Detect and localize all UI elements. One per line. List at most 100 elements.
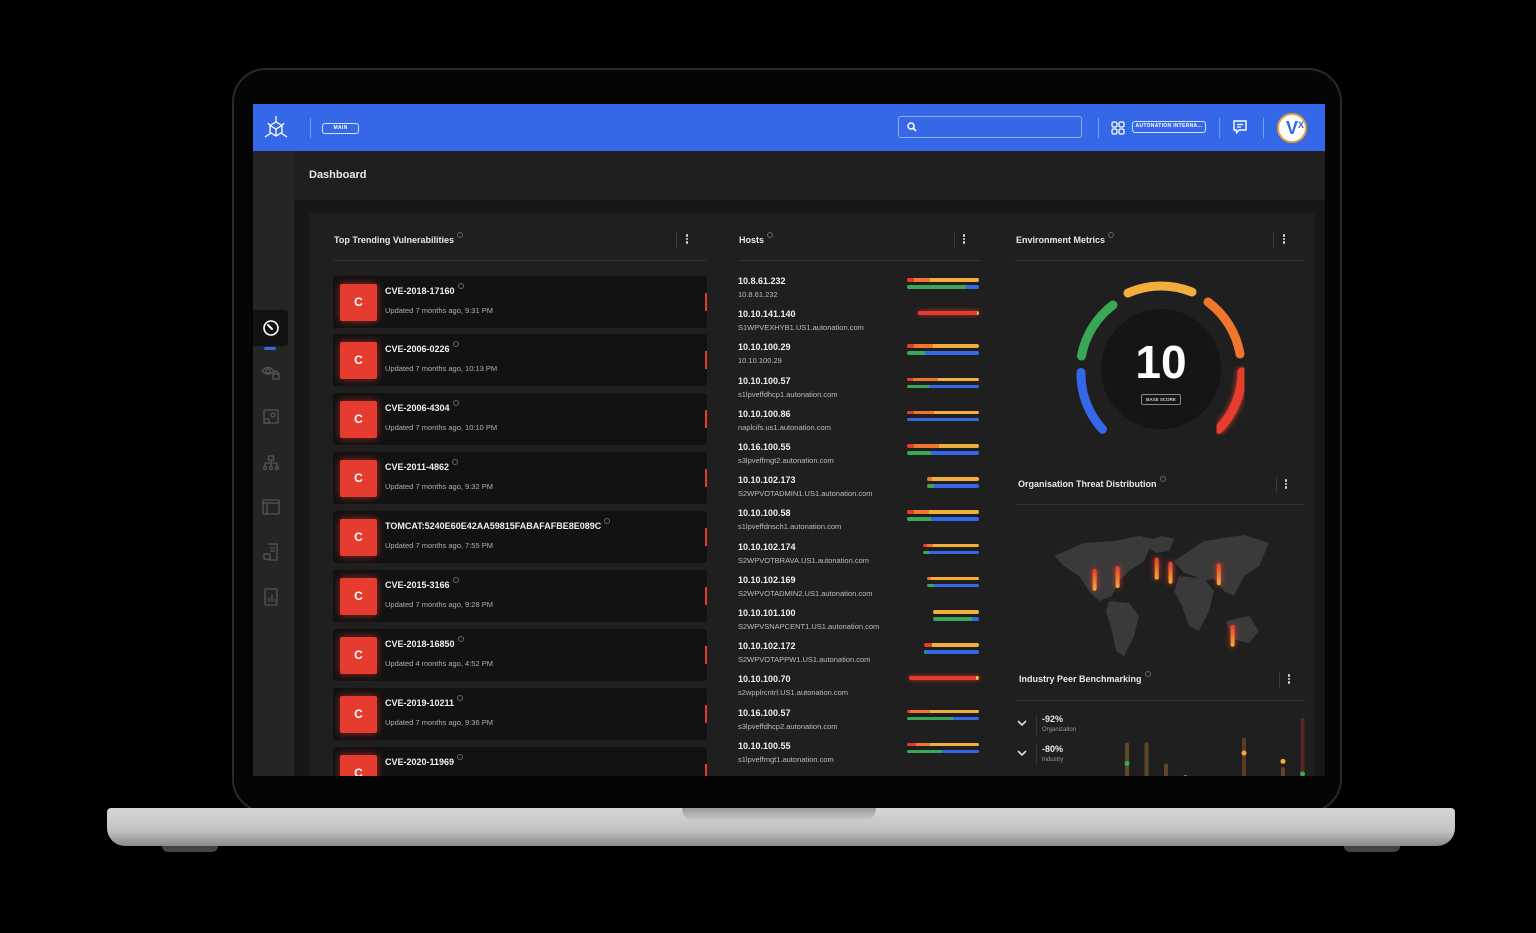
organization-selector[interactable]: AUTONATION INTERNA...	[1132, 121, 1206, 133]
status-bar	[907, 351, 979, 355]
host-row[interactable]: 10.10.141.140 S1WPVEXHYB1.US1.autonation.…	[738, 309, 984, 342]
host-row[interactable]: 10.10.100.58 s1lpveffdnsch1.autonation.co…	[738, 508, 984, 541]
benchmark-point[interactable]	[1124, 761, 1130, 766]
info-icon[interactable]	[452, 400, 459, 406]
hosts-menu-button[interactable]	[957, 233, 971, 247]
threat-distribution-menu-button[interactable]	[1279, 478, 1293, 492]
vulnerability-item[interactable]: C CVE-2018-16850 Updated 4 months ago, 4:5…	[333, 629, 707, 681]
chevron-down-icon[interactable]	[1017, 718, 1027, 728]
vulnerability-name: CVE-2006-4304	[385, 400, 459, 413]
benchmark-point[interactable]	[1241, 750, 1247, 756]
host-row[interactable]: 10.10.102.174 S2WPVOTBRAVA.US1.autonation…	[738, 542, 984, 575]
host-name: naplcifs.us1.autonation.com	[738, 422, 831, 432]
divider	[1015, 260, 1303, 261]
vulnerability-item[interactable]: C CVE-2019-10211 Updated 7 months ago, 9:3…	[333, 688, 707, 740]
severity-bar	[933, 610, 979, 614]
sidebar-item-network[interactable]	[253, 444, 288, 480]
benchmark-point[interactable]	[1280, 758, 1286, 764]
host-row[interactable]: 10.10.100.70 s2wpplrcntrl.US1.autonation.…	[738, 674, 984, 707]
threat-hotspot-central-europe[interactable]	[1168, 561, 1173, 584]
vulnerability-item[interactable]: C CVE-2011-4862 Updated 7 months ago, 9:32…	[333, 452, 707, 504]
benchmark-chart[interactable]	[1109, 711, 1309, 776]
benchmarking-menu-button[interactable]	[1282, 673, 1296, 687]
info-icon[interactable]	[457, 283, 464, 289]
world-map[interactable]	[1044, 521, 1274, 661]
page-header: Dashboard	[294, 151, 1325, 201]
host-name: s1lpveffdnsch1.autonation.com	[738, 522, 842, 532]
vulnerabilities-menu-button[interactable]	[680, 233, 694, 247]
host-name: 10.8.61.232	[738, 290, 778, 299]
host-row[interactable]: 10.10.101.100 S2WPVSNAPCENT1.US1.autonati…	[738, 608, 984, 641]
dashboard-content: Top Trending Vulnerabilities C CVE-2018-1…	[294, 201, 1325, 776]
sidebar-item-reports[interactable]	[253, 534, 288, 570]
host-row[interactable]: 10.10.102.173 S2WPVOTADMIN1.US1.autonatio…	[738, 475, 984, 508]
host-row[interactable]: 10.10.102.172 S2WPVOTAPPW1.US1.autonation…	[738, 641, 984, 674]
host-row[interactable]: 10.10.102.169 S2WPVOTADMIN2.US1.autonatio…	[738, 575, 984, 608]
chat-icon[interactable]	[1232, 119, 1248, 135]
info-icon[interactable]	[452, 577, 459, 583]
threat-hotspot-us-west[interactable]	[1092, 568, 1097, 591]
info-icon[interactable]	[457, 636, 464, 642]
host-row[interactable]: 10.10.100.55 s1lpveffmgt1.autonation.com	[738, 741, 984, 774]
workspace-button[interactable]: MAIN	[322, 123, 359, 134]
search-box[interactable]	[898, 116, 1082, 138]
divider	[1273, 232, 1274, 248]
info-icon[interactable]	[1108, 232, 1115, 238]
host-ip: 10.10.102.173	[738, 475, 796, 486]
host-row[interactable]: 10.16.100.57 s3lpveffdhcp2.autonation.com	[738, 708, 984, 741]
apps-grid-icon[interactable]	[1111, 121, 1125, 135]
chevron-down-icon[interactable]	[1017, 748, 1027, 758]
host-row[interactable]: 10.10.100.57 s1lpveffdhcp1.autonation.com	[738, 376, 984, 409]
info-icon[interactable]	[1159, 476, 1166, 482]
info-icon[interactable]	[452, 341, 459, 347]
threat-hotspot-east-asia[interactable]	[1216, 563, 1221, 586]
host-ip: 10.10.100.57	[738, 375, 791, 386]
sidebar-item-assets[interactable]	[253, 399, 288, 435]
threat-hotspot-australia[interactable]	[1230, 624, 1235, 647]
vulnerability-item[interactable]: C TOMCAT:5240E60E42AA59815FABAFAFBE8E089C…	[333, 511, 707, 563]
search-input[interactable]	[921, 117, 1079, 137]
sidebar-item-visibility[interactable]	[253, 354, 288, 390]
info-icon[interactable]	[457, 232, 464, 238]
sidebar-item-dashboard[interactable]	[253, 310, 288, 350]
benchmark-point[interactable]	[1300, 771, 1305, 777]
info-icon[interactable]	[1144, 671, 1151, 677]
host-ip: 10.8.61.232	[738, 276, 786, 286]
info-icon[interactable]	[452, 459, 459, 465]
environment-metrics-menu-button[interactable]	[1277, 233, 1291, 247]
host-row[interactable]: 10.16.100.55 s3lpveffmgt2.autonation.com	[738, 442, 984, 475]
info-icon[interactable]	[457, 695, 464, 701]
host-row[interactable]: 10.8.61.232 10.8.61.232	[738, 276, 984, 309]
threat-hotspots	[1092, 557, 1235, 647]
host-ip: 10.10.102.169	[738, 574, 796, 585]
vulnerability-updated: Updated 7 months ago, 10:10 PM	[385, 423, 498, 432]
vulnerability-name: TOMCAT:5240E60E42AA59815FABAFAFBE8E089C	[385, 518, 611, 531]
info-icon[interactable]	[457, 754, 464, 760]
sidebar-item-analytics[interactable]	[253, 579, 288, 615]
host-row[interactable]: 10.10.100.29 10.10.100.29	[738, 342, 984, 375]
sidebar-item-layout[interactable]	[253, 489, 288, 525]
app-logo-icon[interactable]	[261, 113, 291, 143]
vulnerability-updated: Updated 4 months ago, 4:52 PM	[385, 659, 493, 668]
benchmark-bar	[1281, 767, 1285, 776]
host-ip: 10.10.102.172	[738, 641, 796, 652]
threat-hotspot-us-east[interactable]	[1115, 566, 1120, 588]
vulnerability-item[interactable]: C CVE-2006-0226 Updated 7 months ago, 10:1…	[333, 334, 707, 386]
status-bar	[927, 583, 979, 588]
host-ip: 10.16.100.57	[738, 707, 791, 718]
status-bar	[907, 384, 979, 389]
vulnerability-item[interactable]: C CVE-2015-3166 Updated 7 months ago, 9:28…	[333, 570, 707, 622]
info-icon[interactable]	[604, 518, 611, 524]
avatar-initials: V	[1285, 118, 1298, 138]
benchmark-point[interactable]	[1183, 775, 1188, 776]
threat-hotspot-western-europe[interactable]	[1154, 557, 1159, 580]
host-row[interactable]: 10.10.100.86 naplcifs.us1.autonation.com	[738, 409, 984, 442]
vulnerability-item[interactable]: C CVE-2006-4304 Updated 7 months ago, 10:1…	[333, 393, 707, 445]
vulnerability-item[interactable]: C CVE-2020-11969	[333, 747, 707, 776]
host-ip: 10.10.141.140	[738, 309, 796, 320]
status-bar	[933, 617, 979, 621]
info-icon[interactable]	[767, 232, 774, 238]
vulnerability-item[interactable]: C CVE-2018-17160 Updated 7 months ago, 9:3…	[333, 276, 707, 328]
panel-title-text: Industry Peer Benchmarking	[1019, 674, 1142, 684]
